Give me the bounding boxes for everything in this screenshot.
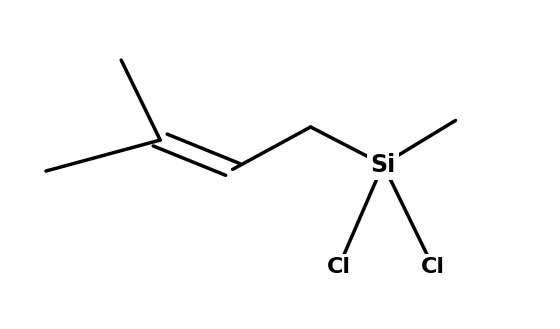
Text: Si: Si — [371, 153, 396, 176]
Text: Cl: Cl — [421, 257, 445, 277]
Text: Cl: Cl — [326, 257, 351, 277]
